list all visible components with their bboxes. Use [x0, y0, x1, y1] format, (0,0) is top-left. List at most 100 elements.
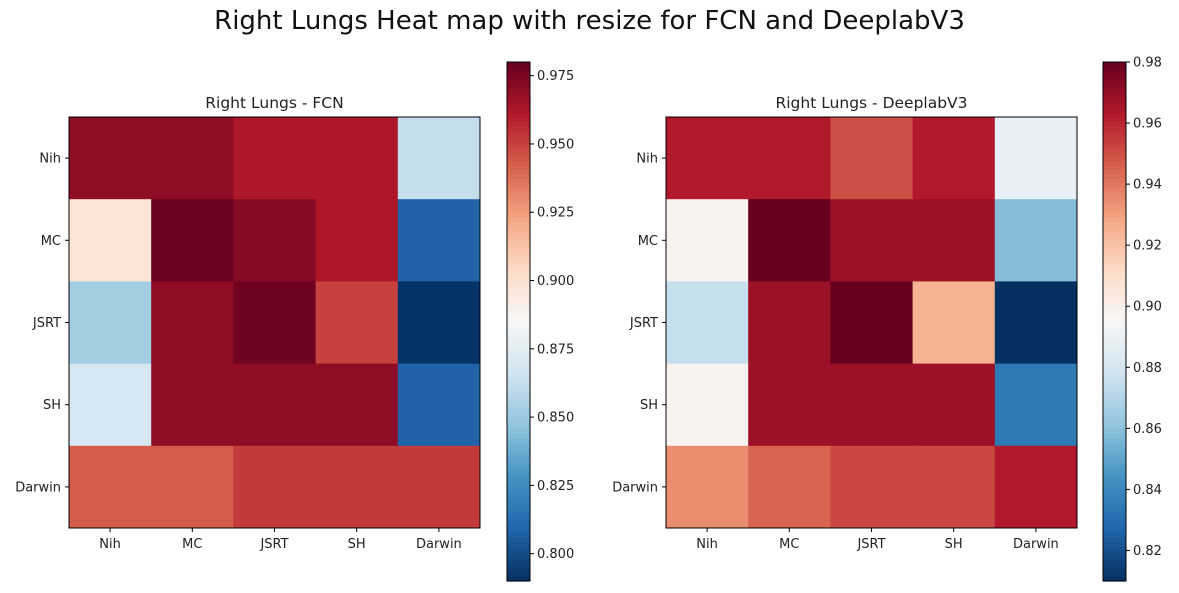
- colorbar-segment: [507, 360, 530, 366]
- colorbar-segment: [507, 247, 530, 253]
- colorbar-segment: [1103, 364, 1126, 370]
- colorbar-segment: [507, 524, 530, 530]
- colorbar-segment: [1103, 157, 1126, 163]
- colorbar-segment: [507, 282, 530, 288]
- heatmap-cell: [666, 117, 749, 200]
- colorbar-segment: [507, 317, 530, 323]
- colorbar-segment: [1103, 113, 1126, 119]
- colorbar-segment: [1103, 546, 1126, 552]
- heatmap-cell: [397, 199, 481, 282]
- heatmap-cell: [151, 199, 234, 282]
- colorbar-segment: [507, 442, 530, 448]
- colorbar-segment: [507, 403, 530, 409]
- colorbar-segment: [1103, 235, 1126, 240]
- colorbar-tick-label: 0.875: [537, 342, 574, 357]
- colorbar-segment: [1103, 299, 1126, 305]
- colorbar-segment: [1103, 92, 1126, 98]
- heatmap-cell: [397, 445, 481, 529]
- colorbar-segment: [507, 70, 530, 76]
- colorbar-segment: [1103, 442, 1126, 448]
- colorbar-segment: [1103, 118, 1126, 124]
- colorbar-segment: [1103, 83, 1126, 89]
- colorbar-segment: [507, 498, 530, 504]
- colorbar-segment: [1103, 563, 1126, 569]
- colorbar-segment: [507, 269, 530, 275]
- colorbar-segment: [1103, 139, 1126, 145]
- colorbar-tick-label: 0.82: [1133, 544, 1162, 559]
- colorbar-segment: [1103, 62, 1126, 67]
- colorbar-segment: [1103, 568, 1126, 573]
- colorbar-segment: [507, 425, 530, 431]
- colorbar-segment: [507, 420, 530, 426]
- colorbar-segment: [1103, 222, 1126, 227]
- colorbar-segment: [1103, 572, 1126, 578]
- colorbar-segment: [1103, 135, 1126, 141]
- colorbar-segment: [1103, 226, 1126, 232]
- colorbar-segment: [507, 96, 530, 102]
- colorbar-segment: [507, 408, 530, 413]
- colorbar-tick-label: 0.84: [1133, 483, 1162, 498]
- colorbar-segment: [507, 369, 530, 374]
- colorbar-segment: [507, 295, 530, 301]
- colorbar-tick-label: 0.90: [1133, 300, 1162, 315]
- colorbar-segment: [507, 572, 530, 578]
- x-tick-label: JSRT: [856, 537, 885, 552]
- colorbar-segment: [507, 118, 530, 124]
- colorbar-tick-label: 0.94: [1133, 178, 1162, 193]
- heatmap-cell: [666, 199, 749, 282]
- colorbar-segment: [1103, 490, 1126, 496]
- colorbar-segment: [1103, 429, 1126, 435]
- colorbar-segment: [1103, 317, 1126, 323]
- colorbar-segment: [1103, 438, 1126, 444]
- colorbar-segment: [1103, 520, 1126, 526]
- heatmap-cell: [912, 117, 996, 200]
- heatmap-cell: [912, 363, 996, 447]
- colorbar-segment: [1103, 347, 1126, 353]
- colorbar-segment: [507, 243, 530, 249]
- colorbar-segment: [507, 330, 530, 336]
- colorbar-segment: [507, 105, 530, 111]
- heatmap-cell: [912, 199, 996, 282]
- colorbar-segment: [507, 477, 530, 483]
- colorbar-segment: [1103, 213, 1126, 219]
- heatmap-cell: [69, 445, 152, 529]
- colorbar-segment: [1103, 451, 1126, 457]
- colorbar-segment: [1103, 338, 1126, 344]
- colorbar-segment: [507, 356, 530, 362]
- colorbar-segment: [507, 412, 530, 418]
- heatmap-cell: [748, 445, 831, 529]
- colorbar-segment: [1103, 183, 1126, 189]
- heatmap-cell: [994, 281, 1078, 365]
- colorbar-tick-label: 0.98: [1133, 56, 1162, 71]
- colorbar-segment: [1103, 416, 1126, 422]
- colorbar-segment: [507, 485, 530, 491]
- colorbar-segment: [1103, 334, 1126, 340]
- x-tick-label: MC: [779, 537, 799, 552]
- y-tick-label: Nih: [39, 152, 61, 167]
- colorbar-segment: [1103, 408, 1126, 413]
- colorbar-segment: [507, 308, 530, 314]
- heatmap-cell: [315, 199, 399, 282]
- colorbar-frame: [506, 61, 531, 582]
- colorbar-segment: [1103, 191, 1126, 197]
- colorbar-segment: [507, 135, 530, 141]
- colorbar-segment: [1103, 152, 1126, 158]
- colorbar-segment: [507, 226, 530, 232]
- colorbar-segment: [507, 170, 530, 176]
- colorbar-segment: [1103, 524, 1126, 530]
- colorbar-segment: [507, 83, 530, 89]
- colorbar-tick-label: 0.850: [537, 411, 574, 426]
- colorbar-segment: [1103, 481, 1126, 487]
- colorbar-segment: [507, 291, 530, 297]
- colorbar-segment: [1103, 286, 1126, 292]
- colorbar-segment: [507, 338, 530, 344]
- colorbar-segment: [1103, 260, 1126, 266]
- heatmap-cell: [830, 363, 914, 447]
- figure-title: Right Lungs Heat map with resize for FCN…: [214, 6, 965, 36]
- y-tick-label: Darwin: [612, 480, 658, 495]
- colorbar-frame: [1102, 61, 1127, 582]
- colorbar-segment: [507, 395, 530, 400]
- heatmap-cell: [748, 117, 831, 200]
- colorbar-segment: [507, 503, 530, 509]
